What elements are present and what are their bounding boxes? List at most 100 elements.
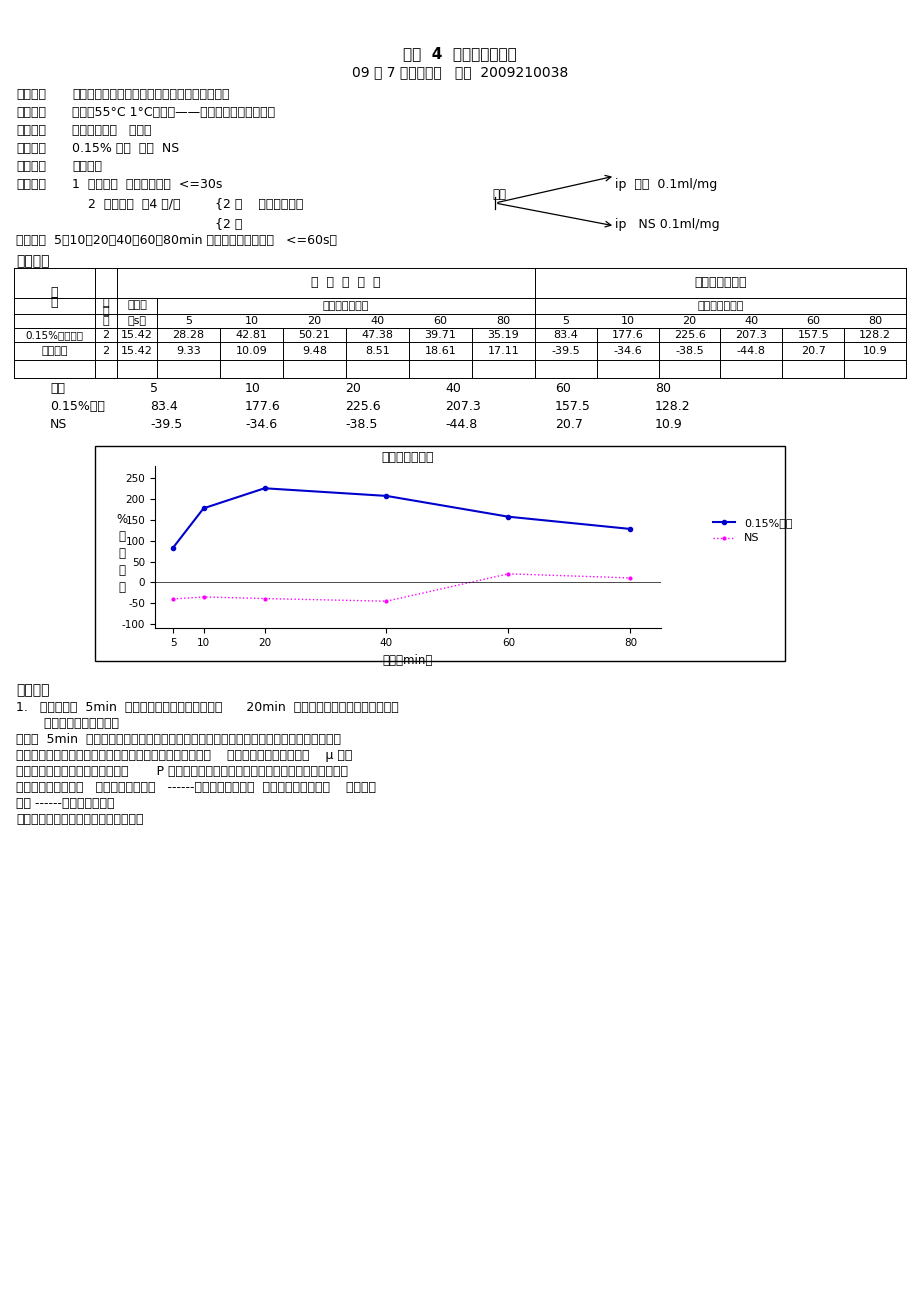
Text: 痛阈提高百分率: 痛阈提高百分率 [694,276,746,289]
Text: 称重: 称重 [492,188,505,201]
NS [198,589,209,605]
Text: 10.9: 10.9 [862,347,887,356]
Text: 实验原理: 实验原理 [16,106,46,119]
Text: 177.6: 177.6 [244,400,280,413]
Text: 实验器材: 实验器材 [16,124,46,137]
X-axis label: 时间（min）: 时间（min） [382,654,433,667]
Text: 15.42: 15.42 [121,347,153,356]
Text: （s）: （s） [128,317,146,326]
Text: 42.81: 42.81 [235,330,267,340]
NS [380,593,391,609]
Text: 20.7: 20.7 [800,347,824,356]
Text: 1.   实验组：在  5min  时痛阈提高，之后逐渐上升在      20min  时达到高峰，之后逐渐下降，没: 1. 实验组：在 5min 时痛阈提高，之后逐渐上升在 20min 时达到高峰，… [16,701,398,714]
Text: 实验方法: 实验方法 [16,179,46,192]
NS [259,590,270,606]
Text: 观察吗啡的镇痛作用，掌握热板镇痛实验的方法: 观察吗啡的镇痛作用，掌握热板镇痛实验的方法 [72,89,229,102]
Text: 解释：  5min  时吗啡作用出现，说明开始吸收且吸收良好，吗啡作为阿片受体激动药，作用: 解释： 5min 时吗啡作用出现，说明开始吸收且吸收良好，吗啡作为阿片受体激动药… [16,734,341,747]
Text: NS: NS [50,418,67,431]
Text: 157.5: 157.5 [554,400,590,413]
Text: 雌性小鼠: 雌性小鼠 [72,160,102,173]
Text: {2 只    测正常痛阈值: {2 只 测正常痛阈值 [215,198,303,211]
Text: 40: 40 [370,317,384,326]
Text: 10.09: 10.09 [235,347,267,356]
Text: -38.5: -38.5 [345,418,377,431]
Text: 0.15%吗啡: 0.15%吗啡 [50,400,105,413]
Text: 1  筛选动物  ：正常痛阈值  <=30s: 1 筛选动物 ：正常痛阈值 <=30s [72,179,222,192]
Text: 207.3: 207.3 [734,330,766,340]
Text: 动: 动 [103,298,109,308]
Text: 减弱 ------阈值逐渐下降；: 减弱 ------阈值逐渐下降； [16,797,114,810]
Text: 40: 40 [743,317,757,326]
Text: 60: 60 [554,382,571,395]
Text: ip   NS 0.1ml/mg: ip NS 0.1ml/mg [614,218,719,231]
Text: 物: 物 [103,306,109,317]
Text: 2: 2 [102,330,109,340]
Text: 83.4: 83.4 [553,330,578,340]
Title: 吗啡的镇痛作用: 吗啡的镇痛作用 [381,451,434,464]
Text: 10.9: 10.9 [654,418,682,431]
Text: ip  吗啡  0.1ml/mg: ip 吗啡 0.1ml/mg [614,179,717,192]
0.15%吗啡 [259,481,270,496]
Line: 0.15%吗啡: 0.15%吗啡 [171,486,631,550]
Text: -34.6: -34.6 [613,347,641,356]
Text: 观测药后  5、10、20、40、60、80min 痛阈值（药后痛阈值   <=60s）: 观测药后 5、10、20、40、60、80min 痛阈值（药后痛阈值 <=60s… [16,235,336,248]
0.15%吗啡 [198,500,209,516]
NS [624,571,635,586]
Text: 2  正式实验  ：4 只/组: 2 正式实验 ：4 只/组 [88,198,180,211]
Text: 20: 20 [307,317,322,326]
Text: 60: 60 [805,317,820,326]
Text: 40: 40 [445,382,460,395]
Text: 128.2: 128.2 [654,400,690,413]
Text: 10: 10 [244,317,258,326]
Text: 给药后（分钟）: 给药后（分钟） [697,301,743,311]
Text: 60: 60 [433,317,447,326]
Text: 09 级 7 年儿科一班   李洋  2009210038: 09 级 7 年儿科一班 李洋 2009210038 [351,65,568,79]
Text: 生理盐水: 生理盐水 [41,347,68,356]
Text: 20: 20 [682,317,696,326]
Text: 39.71: 39.71 [424,330,456,340]
Text: 18.61: 18.61 [425,347,456,356]
Text: -34.6: -34.6 [244,418,277,431]
Line: NS: NS [170,571,632,605]
Text: 225.6: 225.6 [345,400,380,413]
Text: 结合，减少感觉传入神经末梢释放       P 物质，抑制痛觉传入产生镇痛作用。随着在体内吸收，: 结合，减少感觉传入神经末梢释放 P 物质，抑制痛觉传入产生镇痛作用。随着在体内吸… [16,765,347,778]
Text: -44.8: -44.8 [445,418,477,431]
Text: 8.51: 8.51 [365,347,390,356]
Text: 225.6: 225.6 [673,330,705,340]
Text: 有恢复到给药前水平。: 有恢复到给药前水平。 [16,717,119,730]
Text: -39.5: -39.5 [551,347,580,356]
Text: 50.21: 50.21 [299,330,330,340]
0.15%吗啡 [503,509,514,525]
Text: 药: 药 [51,287,58,300]
Text: 达到最高有效浓度，   发挥最大镇痛作用   ------阈值达到最高值。  之后药物代谢消除，    镇痛作用: 达到最高有效浓度， 发挥最大镇痛作用 ------阈值达到最高值。 之后药物代谢… [16,780,376,794]
Text: -38.5: -38.5 [675,347,703,356]
Text: 实验  4  吗啡的镇痛作用: 实验 4 吗啡的镇痛作用 [403,46,516,61]
Text: 5: 5 [185,317,192,326]
0.15%吗啡 [380,489,391,504]
Text: 实验目的: 实验目的 [16,89,46,102]
Text: 2: 2 [102,347,109,356]
Text: 15.42: 15.42 [121,330,153,340]
0.15%吗啡 [167,539,178,555]
Text: 0.15% 盐酸  吗啡  NS: 0.15% 盐酸 吗啡 NS [72,142,179,155]
Text: 热板（55°C 1°C）致痛——小鼠舔足反射（后足）: 热板（55°C 1°C）致痛——小鼠舔足反射（后足） [72,106,275,119]
NS [167,592,178,607]
Text: 因为观察时间不足，未恢复给药前水平: 因为观察时间不足，未恢复给药前水平 [16,813,143,826]
Text: 实验动物: 实验动物 [16,160,46,173]
Text: 组别: 组别 [50,382,65,395]
Text: 35.19: 35.19 [487,330,519,340]
Text: 小组讨论: 小组讨论 [16,683,50,697]
Text: 80: 80 [868,317,881,326]
Text: 20: 20 [345,382,360,395]
Text: 128.2: 128.2 [858,330,891,340]
Text: -39.5: -39.5 [150,418,182,431]
Text: 207.3: 207.3 [445,400,481,413]
Text: 10: 10 [620,317,634,326]
Text: 17.11: 17.11 [487,347,519,356]
Text: 20.7: 20.7 [554,418,583,431]
Text: 83.4: 83.4 [150,400,177,413]
Text: 给药后（分钟）: 给药后（分钟） [323,301,369,311]
NS [503,566,514,581]
Text: 9.33: 9.33 [176,347,200,356]
Text: 10: 10 [244,382,261,395]
